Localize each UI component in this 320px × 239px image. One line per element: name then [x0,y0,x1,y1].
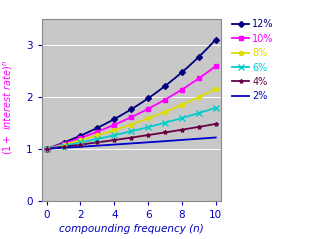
X-axis label: compounding frequency (n): compounding frequency (n) [59,224,204,234]
Legend: 12%, 10%, 8%, 6%, 4%, 2%: 12%, 10%, 8%, 6%, 4%, 2% [228,16,278,105]
Text: $(1+$ interest rate$)^n$: $(1+$ interest rate$)^n$ [1,60,15,155]
